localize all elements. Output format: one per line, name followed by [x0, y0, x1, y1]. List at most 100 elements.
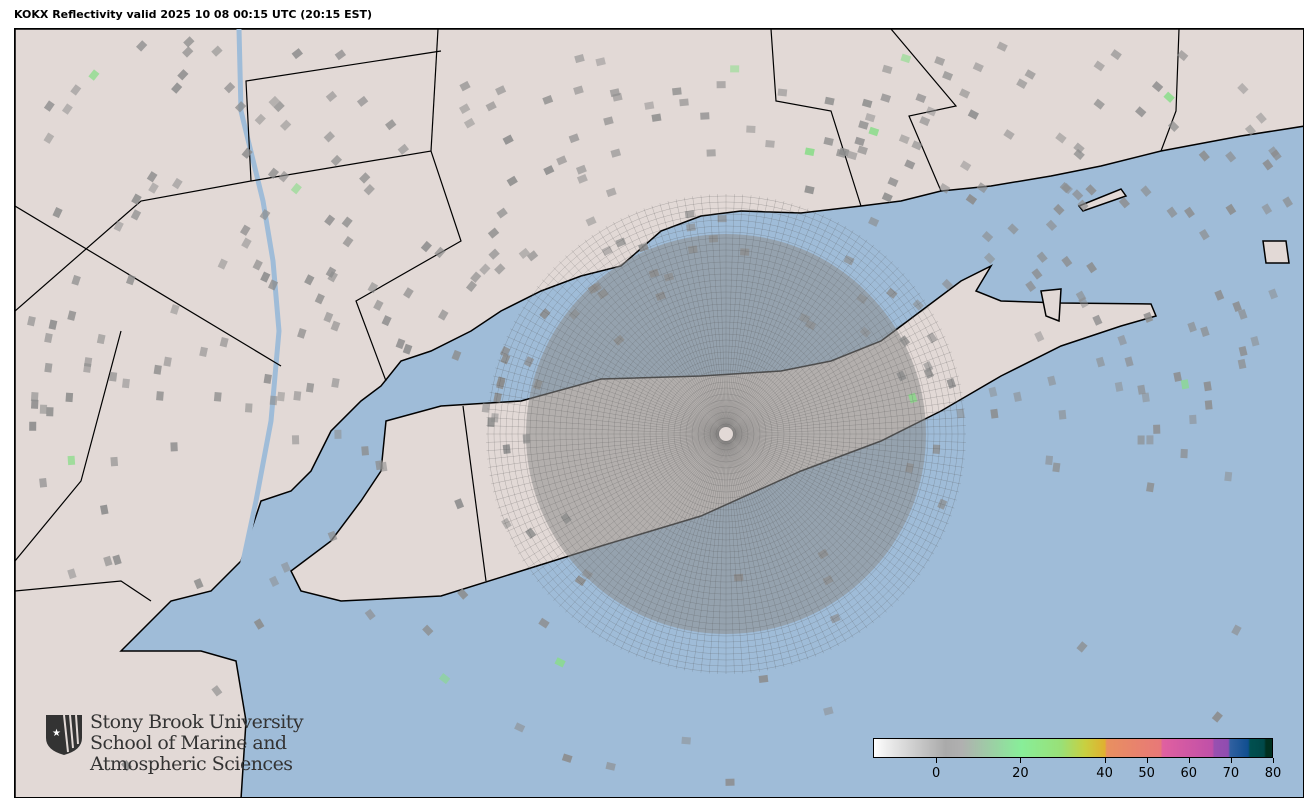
radial	[486, 433, 727, 443]
radial	[725, 392, 963, 435]
radar-echo-bin	[1073, 148, 1085, 161]
radar-echo-bin	[501, 517, 512, 530]
radar-echo-bin	[46, 407, 54, 417]
radial	[725, 433, 760, 672]
radial	[571, 250, 727, 435]
radial	[725, 211, 817, 435]
radar-echo-bin	[44, 362, 53, 373]
radar-echo-bin	[1146, 482, 1155, 493]
radial	[725, 433, 832, 650]
radial	[725, 199, 777, 435]
radial	[725, 273, 905, 435]
radial	[692, 196, 727, 435]
radar-echo-bin	[342, 236, 354, 248]
radar-echo-bin	[706, 149, 716, 157]
radial	[725, 400, 964, 435]
radial	[500, 351, 727, 435]
radar-echo-bin	[470, 271, 482, 283]
radar-map[interactable]	[14, 28, 1304, 798]
radar-echo-bin	[1013, 391, 1022, 402]
radial	[613, 433, 727, 646]
logo-line-1: Stony Brook University	[90, 711, 304, 733]
radial	[591, 234, 727, 435]
radial	[725, 255, 887, 435]
radar-echo-bin	[967, 109, 979, 120]
radar-echo-bin	[880, 93, 892, 103]
radar-echo-bin	[1073, 142, 1085, 154]
radar-echo-bin	[1077, 199, 1089, 211]
radar-echo-bin	[605, 187, 617, 198]
radar-echo-bin	[1071, 189, 1084, 201]
radar-echo-bin	[1187, 321, 1197, 333]
radar-echo-bin	[829, 613, 841, 624]
radar-echo-bin	[526, 250, 539, 262]
radar-echo-bin	[854, 136, 866, 147]
radial	[491, 433, 727, 485]
radial	[725, 433, 817, 657]
radar-echo-bin	[244, 403, 253, 413]
radar-echo-bin	[686, 223, 696, 232]
radar-echo-bin	[52, 207, 63, 219]
radar-echo-bin	[684, 210, 695, 219]
radial	[709, 194, 727, 435]
radar-echo-bin	[1211, 711, 1223, 723]
radar-echo-bin	[965, 193, 978, 205]
radar-echo-bin	[522, 434, 531, 444]
radial	[725, 433, 785, 667]
radial	[725, 383, 961, 435]
radar-echo-bin	[1007, 223, 1019, 235]
radar-echo-bin	[868, 216, 880, 227]
radar-echo-bin	[217, 258, 228, 270]
radar-echo-bin	[273, 100, 285, 113]
radar-echo-bin	[881, 192, 893, 203]
radial	[489, 433, 727, 476]
radar-echo-bin	[148, 182, 159, 194]
radar-echo-bin	[451, 349, 462, 361]
radial	[487, 408, 727, 435]
radar-echo-bin	[241, 147, 253, 159]
radar-echo-bin	[1076, 641, 1088, 653]
radial	[725, 417, 966, 435]
radar-echo-bin	[459, 103, 471, 114]
radar-echo-bin	[824, 96, 835, 106]
radar-echo-bin	[96, 333, 106, 345]
radar-site-marker	[719, 427, 733, 441]
radar-echo-bin	[514, 722, 526, 733]
radar-echo-bin	[672, 87, 682, 96]
radial	[725, 433, 868, 629]
radar-echo-bin	[121, 759, 133, 772]
radial	[725, 194, 743, 435]
radial	[725, 230, 854, 435]
radar-echo-bin	[1093, 60, 1105, 72]
radial	[503, 343, 727, 435]
radar-echo-bin	[395, 338, 406, 350]
radial	[725, 226, 847, 435]
radar-echo-bin	[1135, 106, 1147, 118]
radar-echo-bin	[881, 64, 893, 75]
radar-echo-bin	[603, 116, 614, 126]
radar-echo-bin	[730, 65, 740, 73]
radial	[725, 433, 861, 634]
radial	[536, 433, 727, 582]
radial	[725, 433, 952, 517]
colorbar-tick	[1273, 758, 1274, 763]
radial	[725, 299, 926, 435]
radar-echo-bin	[1176, 49, 1189, 62]
radar-echo-bin	[1095, 356, 1106, 368]
radar-echo-bin	[268, 575, 280, 587]
mainland	[15, 29, 1303, 797]
radar-echo-bin	[1141, 392, 1150, 403]
radar-echo-bin	[823, 136, 834, 146]
radar-echo-bin	[479, 263, 491, 275]
radial	[725, 367, 957, 435]
radial	[675, 199, 727, 435]
radial	[725, 433, 847, 642]
radar-echo-bin	[280, 561, 291, 573]
radial	[605, 226, 727, 435]
radial	[725, 351, 952, 435]
radar-echo-bin	[1055, 132, 1067, 144]
radar-echo-bin	[438, 673, 451, 685]
radial	[725, 214, 824, 435]
radar-echo-bin	[765, 139, 775, 148]
radar-echo-bin	[109, 371, 118, 382]
